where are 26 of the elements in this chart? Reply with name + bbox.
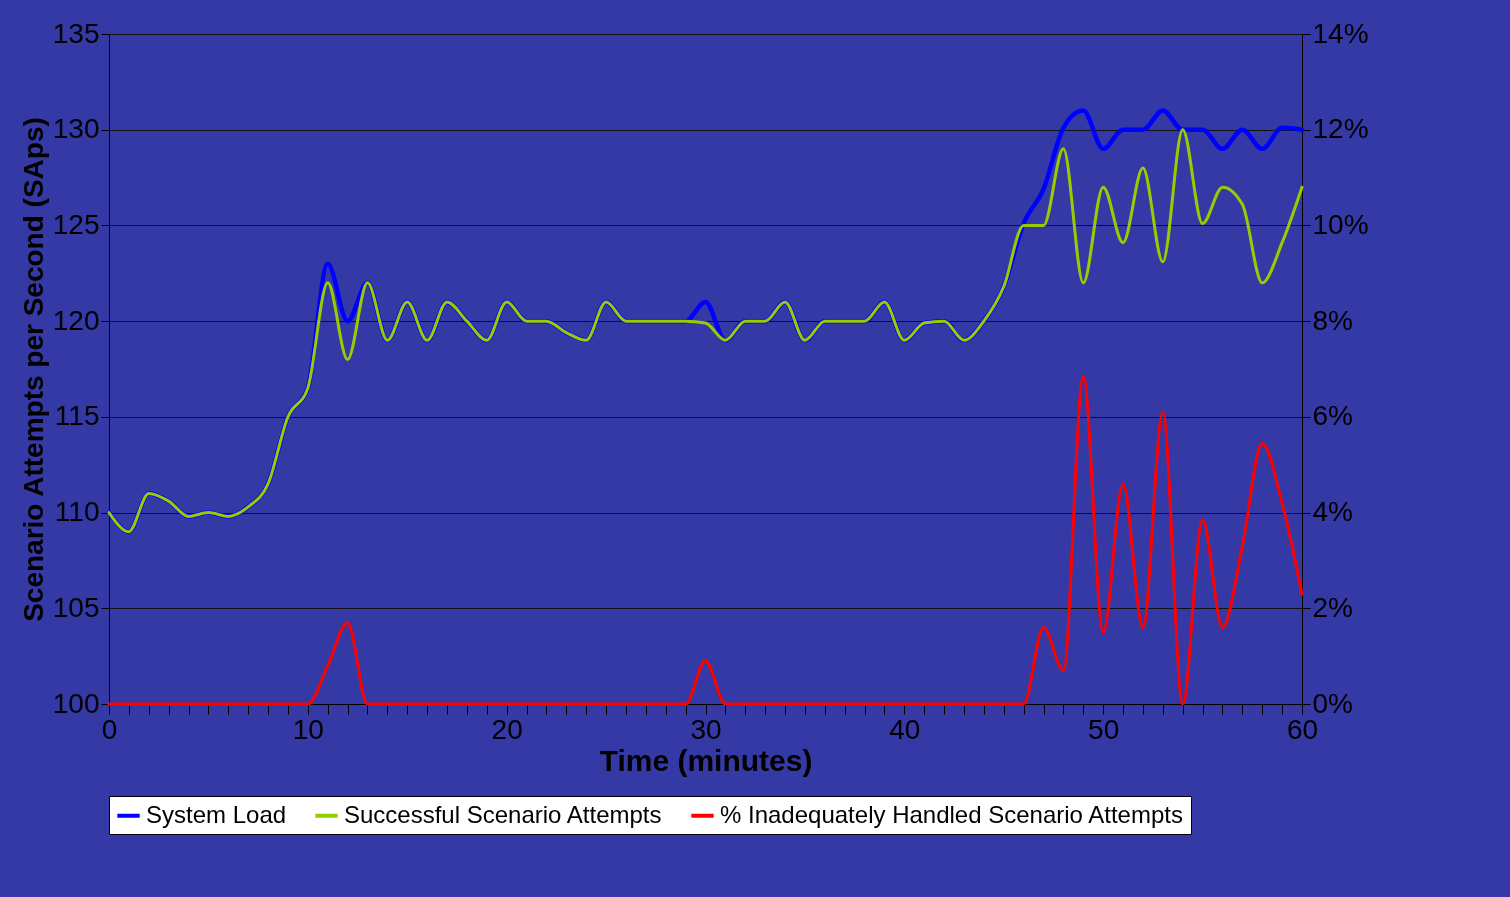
y-tick-label: 110 <box>54 496 100 528</box>
y-tick-label: 135 <box>52 17 100 49</box>
legend-label: System Load <box>146 800 287 828</box>
y2-tick-label: 14% <box>1312 17 1369 49</box>
y-tick-label: 115 <box>54 400 100 432</box>
x-tick-label: 20 <box>491 713 523 745</box>
x-axis-title: Time (minutes) <box>599 743 813 777</box>
y2-tick-label: 8% <box>1312 304 1353 336</box>
x-tick-label: 50 <box>1088 713 1120 745</box>
y-tick-label: 100 <box>52 687 100 719</box>
x-tick-label: 10 <box>292 713 324 745</box>
x-tick-label: 40 <box>889 713 921 745</box>
y-tick-label: 125 <box>52 208 100 240</box>
y2-tick-label: 10% <box>1312 208 1369 240</box>
x-tick-label: 30 <box>690 713 722 745</box>
y-tick-label: 120 <box>52 304 100 336</box>
y2-tick-label: 12% <box>1312 113 1369 145</box>
legend-label: % Inadequately Handled Scenario Attempts <box>720 800 1183 828</box>
legend-label: Successful Scenario Attempts <box>344 800 662 828</box>
x-tick-label: 0 <box>101 713 118 745</box>
y-tick-label: 130 <box>52 113 100 145</box>
y-axis-title: Scenario Attempts per Second (SAps) <box>17 117 49 622</box>
y2-tick-label: 4% <box>1312 496 1353 528</box>
y2-tick-label: 6% <box>1312 400 1353 432</box>
y2-tick-label: 2% <box>1312 591 1353 623</box>
y-tick-label: 105 <box>52 591 100 623</box>
